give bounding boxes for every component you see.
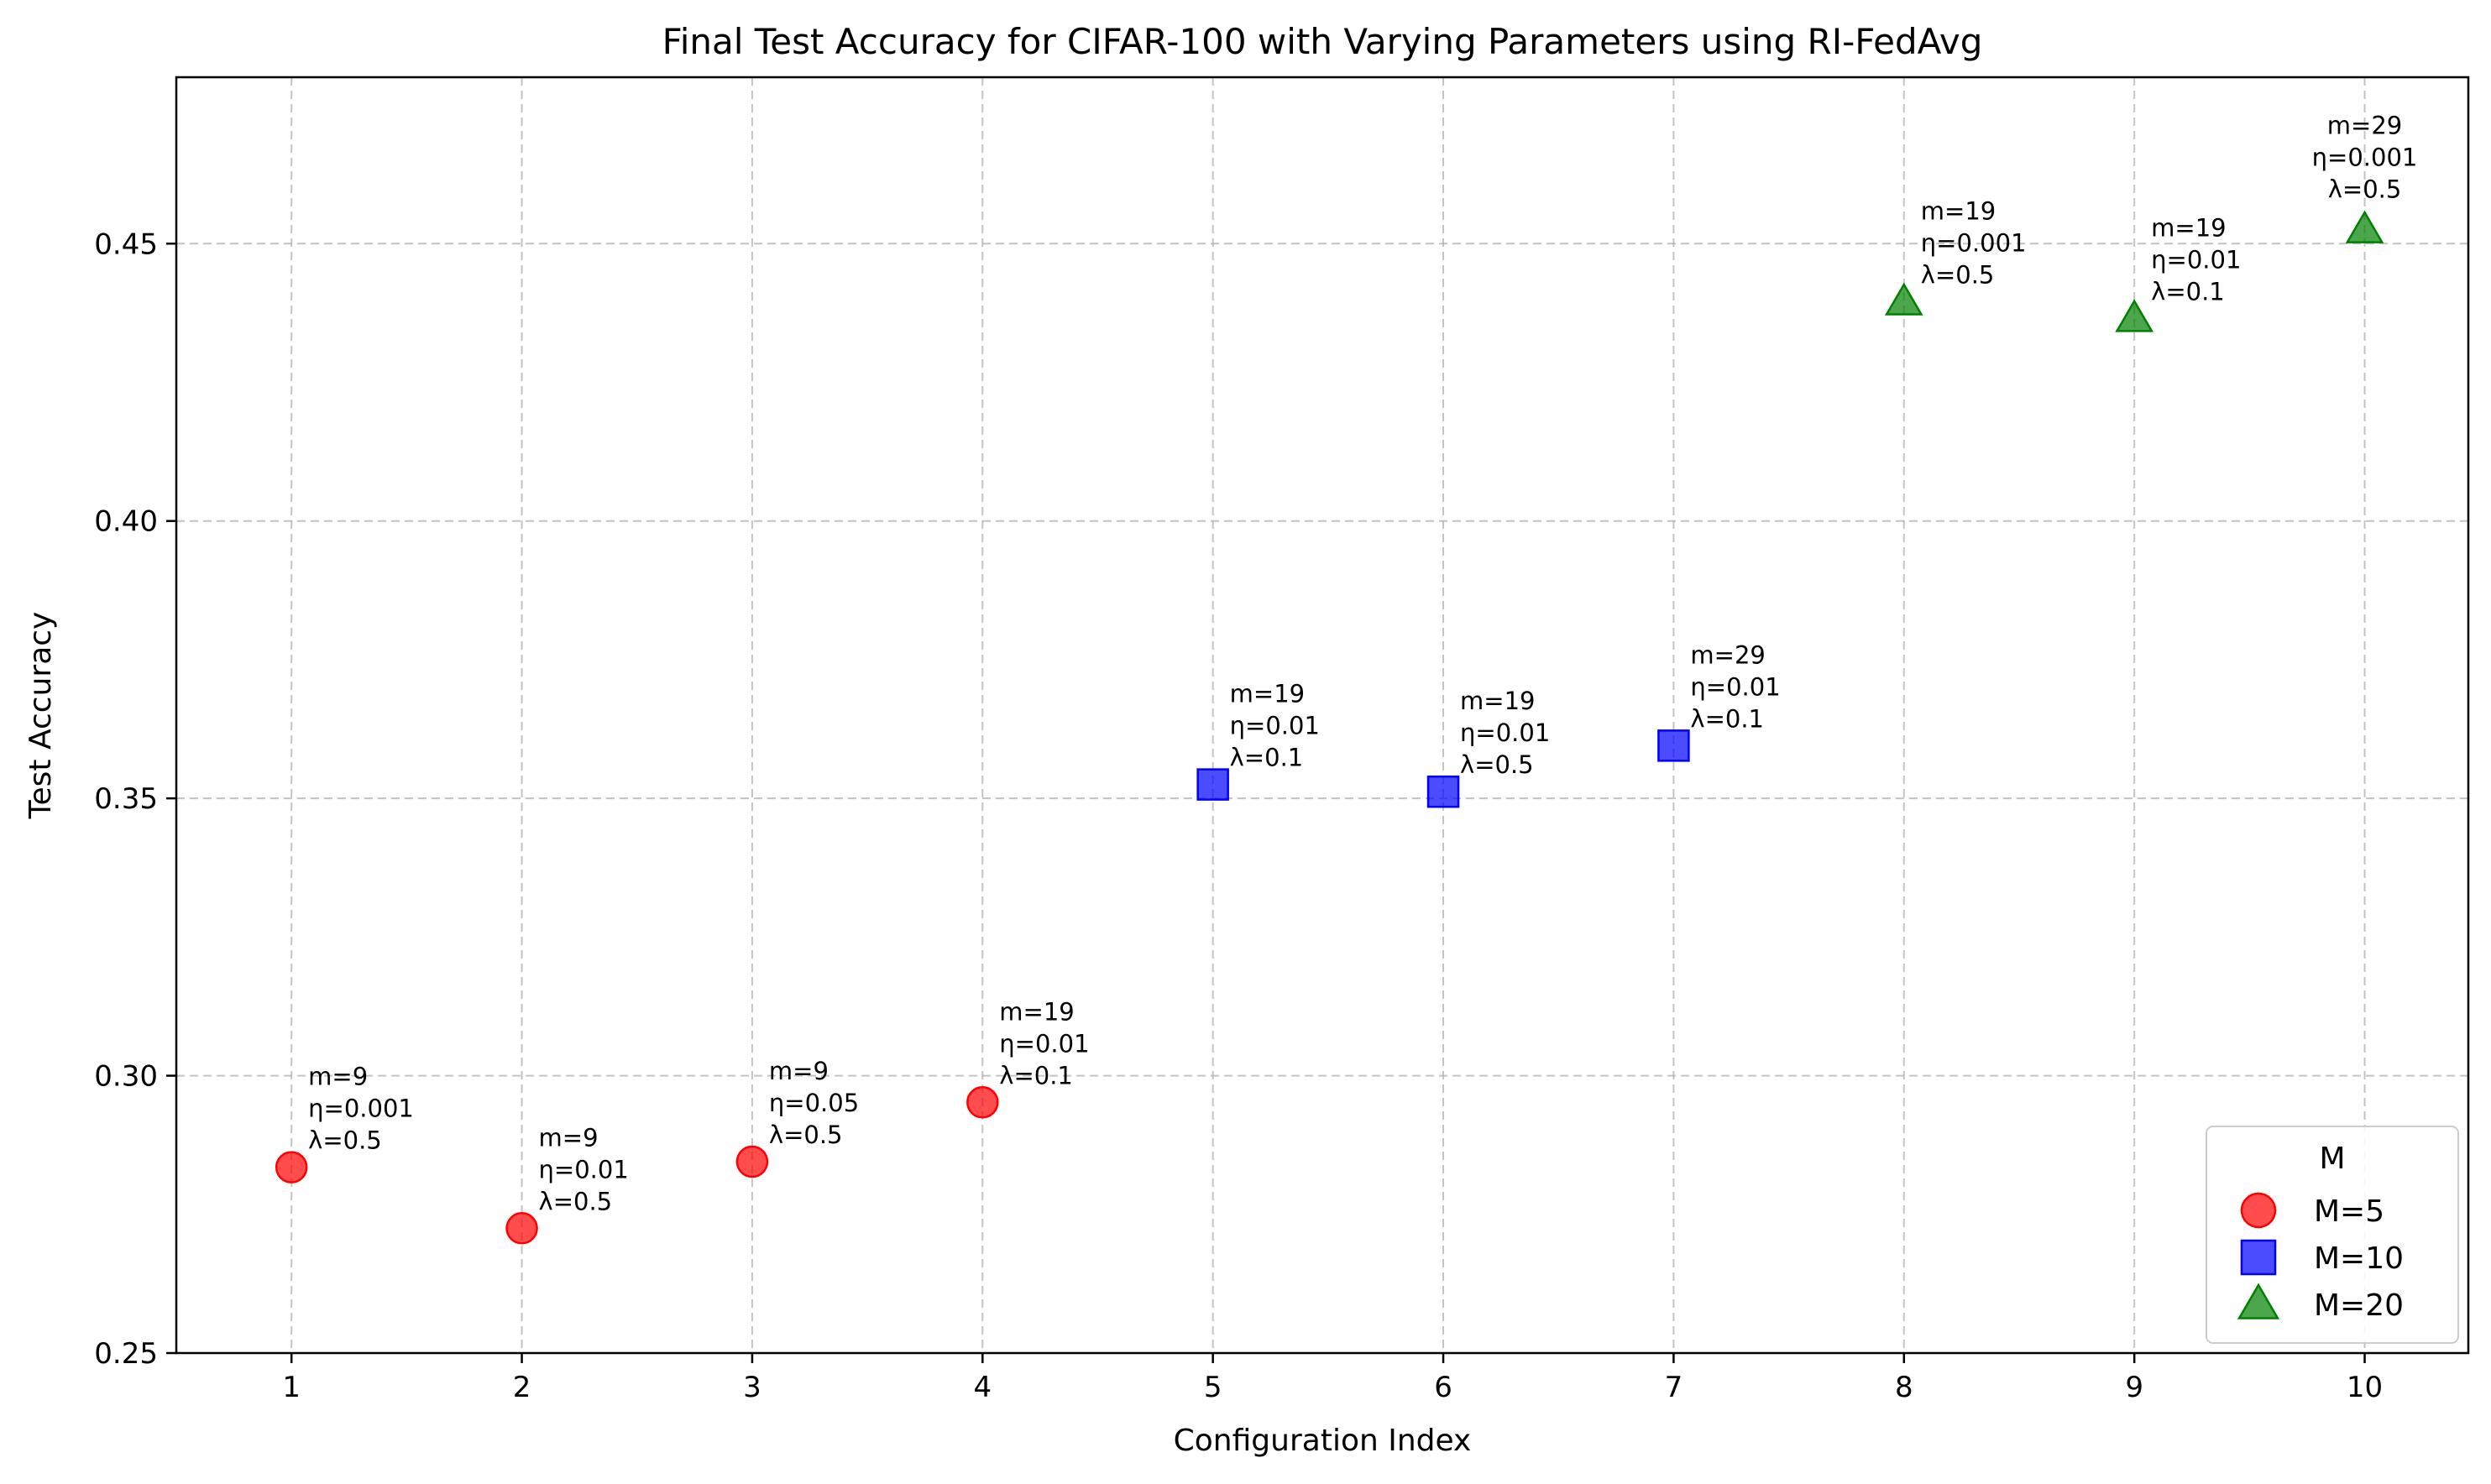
x-tick-label: 5	[1204, 1371, 1222, 1404]
annotation-line: m=9	[308, 1063, 368, 1091]
point-annotation: m=29 η=0.01 λ=0.1	[1690, 640, 1780, 733]
annotation-line: η=0.01	[999, 1029, 1089, 1058]
point-annotations: m=9 η=0.001 λ=0.5 m=9 η=0.01 λ=0.5 m=9 η=0.05 λ=…	[308, 112, 2417, 1216]
annotation-line: m=19	[1230, 680, 1305, 708]
point-annotation: m=19 η=0.01 λ=0.1	[999, 997, 1089, 1089]
data-point-triangle	[2345, 210, 2384, 243]
annotation-line: λ=0.1	[999, 1061, 1073, 1089]
point-annotation: m=29 η=0.001 λ=0.5	[2312, 112, 2418, 204]
annotation-line: η=0.001	[1921, 229, 2027, 258]
annotation-line: η=0.01	[539, 1155, 629, 1184]
annotation-line: λ=0.5	[308, 1126, 382, 1155]
data-point-circle	[275, 1151, 308, 1184]
annotation-line: λ=0.5	[1921, 261, 1995, 290]
annotation-line: η=0.001	[2312, 144, 2418, 172]
grid-lines	[176, 77, 2468, 1353]
y-tick-label: 0.45	[94, 227, 158, 261]
y-tick-label: 0.40	[94, 505, 158, 539]
legend-label: M=20	[2314, 1288, 2404, 1323]
annotation-line: λ=0.5	[1460, 750, 1534, 779]
x-tick-label: 9	[2125, 1371, 2143, 1404]
plot-frame	[175, 76, 2470, 1355]
legend-marker-square	[2240, 1239, 2277, 1276]
annotation-line: η=0.001	[308, 1095, 414, 1123]
y-axis-title: Test Accuracy	[24, 612, 58, 820]
x-tick-label: 1	[282, 1371, 301, 1404]
legend-label: M=5	[2314, 1194, 2384, 1229]
x-tick-label: 4	[973, 1371, 992, 1404]
y-tick-label: 0.30	[94, 1060, 158, 1094]
data-point-square	[1426, 775, 1460, 808]
annotation-line: η=0.01	[2151, 245, 2241, 274]
annotation-line: η=0.01	[1690, 672, 1780, 701]
point-annotation: m=19 η=0.001 λ=0.5	[1921, 197, 2027, 290]
annotation-line: m=19	[1460, 687, 1535, 715]
point-annotation: m=9 η=0.001 λ=0.5	[308, 1063, 414, 1155]
annotation-line: λ=0.1	[1690, 704, 1764, 733]
legend: M M=5 M=10 M=20	[2206, 1126, 2459, 1344]
annotation-line: η=0.05	[769, 1089, 859, 1117]
annotation-line: m=19	[1921, 197, 1996, 226]
point-annotation: m=9 η=0.05 λ=0.5	[769, 1057, 859, 1149]
legend-label: M=10	[2314, 1241, 2404, 1276]
point-annotation: m=19 η=0.01 λ=0.1	[2151, 213, 2241, 306]
legend-marker-circle	[2240, 1192, 2277, 1229]
annotation-line: m=29	[2327, 112, 2402, 140]
x-tick-label: 8	[1895, 1371, 1913, 1404]
data-point-circle	[966, 1086, 999, 1119]
annotation-line: λ=0.5	[2328, 175, 2402, 204]
legend-title: M	[2319, 1142, 2345, 1176]
annotation-line: λ=0.5	[539, 1187, 613, 1215]
x-tick-label: 7	[1665, 1371, 1683, 1404]
x-tick-label: 6	[1434, 1371, 1452, 1404]
annotation-line: m=29	[1690, 640, 1765, 669]
chart-title: Final Test Accuracy for CIFAR-100 with V…	[662, 21, 1983, 62]
x-axis-title: Configuration Index	[1174, 1424, 1472, 1458]
annotation-line: λ=0.5	[769, 1121, 843, 1149]
legend-marker-triangle	[2237, 1283, 2280, 1319]
point-annotation: m=19 η=0.01 λ=0.5	[1460, 687, 1550, 779]
annotation-line: m=9	[539, 1123, 599, 1152]
point-annotation: m=9 η=0.01 λ=0.5	[539, 1123, 629, 1215]
annotation-line: η=0.01	[1460, 718, 1550, 747]
y-tick-label: 0.25	[94, 1337, 158, 1371]
data-points	[275, 210, 2384, 1245]
data-point-circle	[505, 1212, 538, 1245]
annotation-line: λ=0.1	[1230, 744, 1304, 772]
axes: 1 2 3 4 5 6 7 8 9 10 0.25 0.30 0.35 0.40 0.45	[94, 227, 2383, 1404]
annotation-line: m=9	[769, 1057, 829, 1085]
data-point-square	[1657, 729, 1690, 762]
point-annotation: m=19 η=0.01 λ=0.1	[1230, 680, 1320, 772]
annotation-line: m=19	[2151, 213, 2226, 242]
data-point-triangle	[2115, 299, 2154, 332]
x-tick-label: 2	[513, 1371, 531, 1404]
data-point-triangle	[1884, 282, 1923, 316]
data-point-square	[1196, 768, 1229, 801]
x-tick-label: 10	[2347, 1371, 2383, 1404]
annotation-line: η=0.01	[1230, 712, 1320, 740]
legend-box	[2206, 1126, 2459, 1344]
annotation-line: m=19	[999, 997, 1074, 1026]
x-tick-label: 3	[743, 1371, 761, 1404]
annotation-line: λ=0.1	[2151, 277, 2225, 306]
y-tick-label: 0.35	[94, 782, 158, 816]
data-point-circle	[735, 1145, 769, 1178]
